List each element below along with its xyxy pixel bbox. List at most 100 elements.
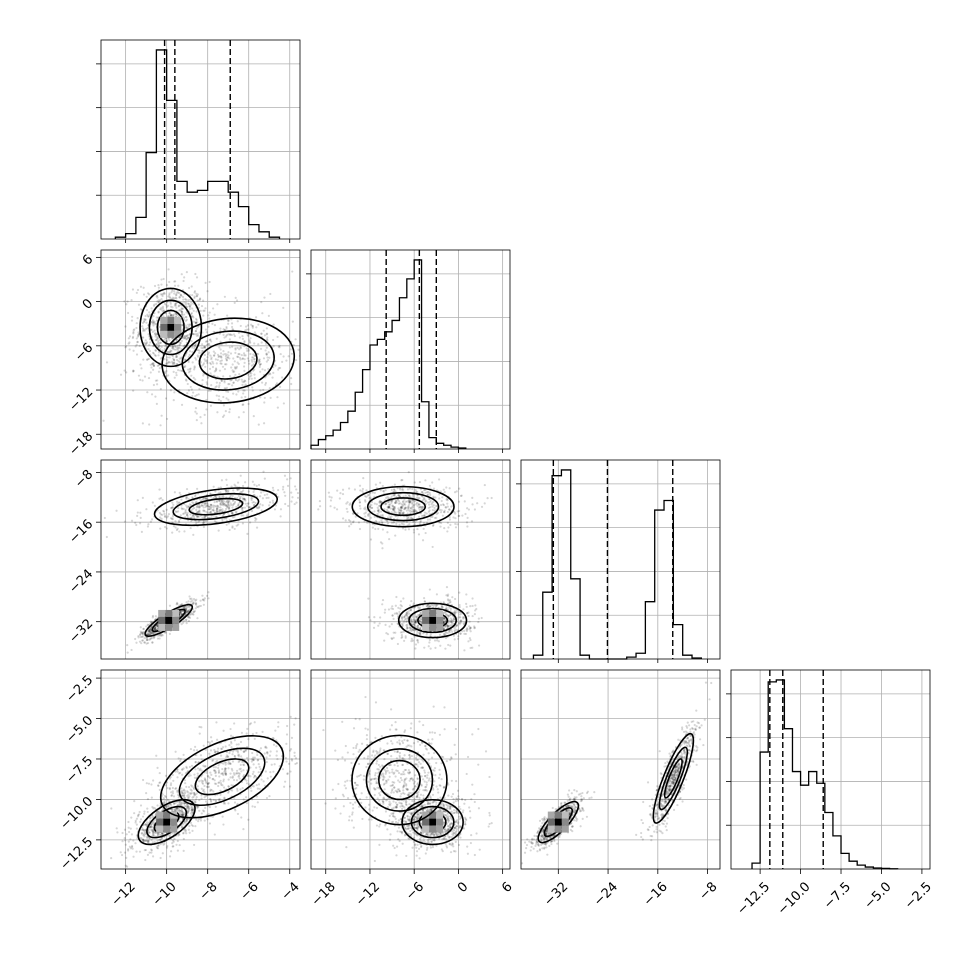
sample-point [199, 599, 202, 602]
sample-point [130, 833, 134, 836]
sample-point [250, 789, 253, 792]
sample-point [223, 503, 226, 506]
sample-point [177, 501, 180, 504]
sample-point [139, 820, 142, 823]
sample-point [185, 504, 188, 507]
sample-point [209, 771, 212, 774]
sample-point [279, 508, 283, 511]
sample-point [180, 313, 184, 316]
sample-point [246, 532, 249, 535]
sample-point [157, 351, 161, 354]
sample-point [261, 497, 264, 500]
sample-point [141, 379, 144, 382]
sample-point [198, 511, 201, 514]
sample-point [231, 345, 234, 348]
sample-point [184, 326, 188, 329]
sample-point [410, 637, 413, 640]
sample-point [265, 756, 268, 759]
sample-point [253, 483, 256, 486]
sample-point [161, 498, 164, 502]
sample-point [187, 371, 191, 374]
density-pixel [160, 330, 168, 338]
sample-point [152, 324, 155, 327]
sample-point [157, 844, 160, 847]
sample-point [183, 337, 187, 340]
sample-point [205, 594, 209, 597]
sample-point [449, 617, 453, 620]
sample-point [176, 344, 179, 348]
sample-point [249, 766, 252, 769]
sample-point [161, 349, 164, 352]
sample-point [148, 831, 151, 834]
sample-point [135, 353, 139, 356]
sample-point [154, 819, 157, 822]
sample-point [143, 810, 146, 813]
sample-point [227, 760, 230, 763]
sample-point [225, 517, 228, 520]
sample-point [218, 496, 221, 499]
sample-point [206, 774, 209, 778]
sample-point [252, 358, 255, 361]
sample-point [230, 742, 233, 745]
sample-point [124, 325, 127, 328]
sample-point [249, 722, 253, 725]
sample-point [124, 839, 127, 842]
sample-point [209, 798, 212, 801]
sample-point [418, 633, 422, 636]
sample-point [162, 338, 166, 341]
sample-point [451, 596, 454, 599]
sample-point [223, 387, 226, 390]
sample-point [416, 624, 420, 627]
sample-point [234, 484, 237, 488]
sample-point [185, 305, 188, 308]
sample-point [149, 341, 152, 344]
sample-point [221, 365, 225, 368]
sample-point [257, 360, 261, 363]
sample-point [238, 759, 241, 762]
sample-point [144, 314, 147, 318]
sample-point [152, 637, 155, 640]
density-pixel [174, 323, 182, 331]
sample-point [185, 338, 189, 341]
sample-point [170, 794, 173, 797]
sample-point [175, 807, 178, 810]
sample-point [123, 369, 126, 372]
sample-point [183, 796, 187, 799]
sample-point [263, 401, 266, 404]
sample-point [158, 511, 161, 514]
sample-point [212, 496, 215, 499]
sample-point [264, 349, 267, 352]
sample-point [272, 770, 275, 773]
sample-point [213, 833, 216, 836]
sample-point [272, 743, 276, 746]
sample-point [198, 298, 202, 301]
y-tick-label: −2.5 [63, 673, 96, 706]
sample-point [233, 773, 236, 776]
sample-point [247, 502, 250, 505]
sample-point [204, 307, 207, 310]
sample-point [293, 751, 296, 754]
sample-point [191, 799, 194, 802]
sample-point [220, 362, 223, 365]
sample-point [236, 754, 240, 757]
sample-point [136, 511, 139, 514]
sample-point [460, 619, 463, 622]
sample-point [180, 814, 183, 817]
sample-point [223, 502, 226, 506]
sample-point [227, 383, 230, 386]
sample-point [164, 525, 167, 529]
sample-point [179, 342, 182, 345]
sample-point [221, 508, 224, 511]
sample-point [203, 515, 206, 518]
sample-point [227, 333, 230, 336]
sample-point [420, 618, 423, 622]
sample-point [215, 509, 218, 512]
sample-point [213, 769, 216, 772]
sample-point [237, 523, 240, 526]
sample-point [227, 522, 230, 525]
sample-point [252, 490, 255, 494]
sample-point [161, 294, 164, 298]
sample-point [207, 812, 210, 816]
sample-point [426, 603, 430, 607]
sample-point [132, 370, 135, 373]
